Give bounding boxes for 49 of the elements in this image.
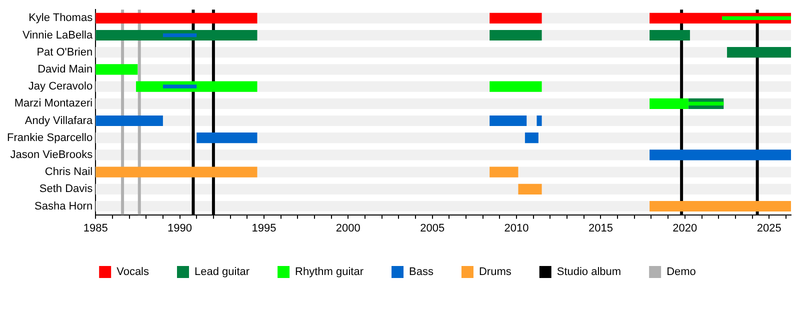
bar xyxy=(96,64,138,75)
bar xyxy=(196,132,258,144)
x-tick-label: 1990 xyxy=(168,222,192,234)
bar xyxy=(96,12,258,24)
bar xyxy=(518,184,542,194)
y-tick-label: Frankie Sparcello xyxy=(7,132,93,144)
y-tick-label: David Main xyxy=(38,63,93,76)
bar xyxy=(96,30,258,41)
bar xyxy=(650,200,791,212)
y-tick-label: Andy Villafara xyxy=(24,114,94,127)
x-tick-label: 2015 xyxy=(588,222,613,234)
y-tick-label: Vinnie LaBella xyxy=(22,29,94,42)
bar xyxy=(490,81,542,92)
y-tick-label: Sasha Horn xyxy=(34,200,93,212)
x-tick-label: 2000 xyxy=(336,222,360,234)
bar xyxy=(524,132,538,144)
bar xyxy=(490,115,527,126)
bar xyxy=(96,115,163,126)
legend-label: Bass xyxy=(409,266,434,278)
bar xyxy=(162,33,197,38)
bar xyxy=(490,166,518,178)
bar xyxy=(490,30,542,41)
y-tick-label: Jason VieBrooks xyxy=(10,148,94,161)
x-tick-label: 2005 xyxy=(420,222,445,234)
bar xyxy=(722,16,791,20)
y-tick-label: Chris Nail xyxy=(44,166,93,178)
bar xyxy=(490,12,542,24)
bar xyxy=(162,84,197,88)
y-tick-label: Jay Ceravolo xyxy=(28,80,93,93)
bar xyxy=(96,166,258,178)
y-tick-label: Marzi Montazeri xyxy=(14,98,93,110)
legend-label: Rhythm guitar xyxy=(295,266,364,278)
y-tick-label: Pat O'Brien xyxy=(36,46,93,58)
x-tick-label: 2010 xyxy=(504,222,529,234)
bar xyxy=(650,30,690,41)
y-tick-label: Seth Davis xyxy=(39,183,94,196)
legend-label: Demo xyxy=(666,266,696,278)
x-tick-label: 1995 xyxy=(252,222,276,234)
y-tick-label: Kyle Thomas xyxy=(28,12,94,24)
x-tick-label: 2020 xyxy=(672,222,698,234)
legend-label: Drums xyxy=(478,266,512,278)
x-tick-label: 1985 xyxy=(83,222,108,234)
bar xyxy=(727,47,791,58)
x-tick-label: 2025 xyxy=(756,222,782,234)
legend-label: Studio album xyxy=(556,266,622,278)
bar xyxy=(650,150,791,160)
legend-label: Vocals xyxy=(116,266,150,278)
bar xyxy=(536,115,542,126)
legend-label: Lead guitar xyxy=(194,266,250,278)
